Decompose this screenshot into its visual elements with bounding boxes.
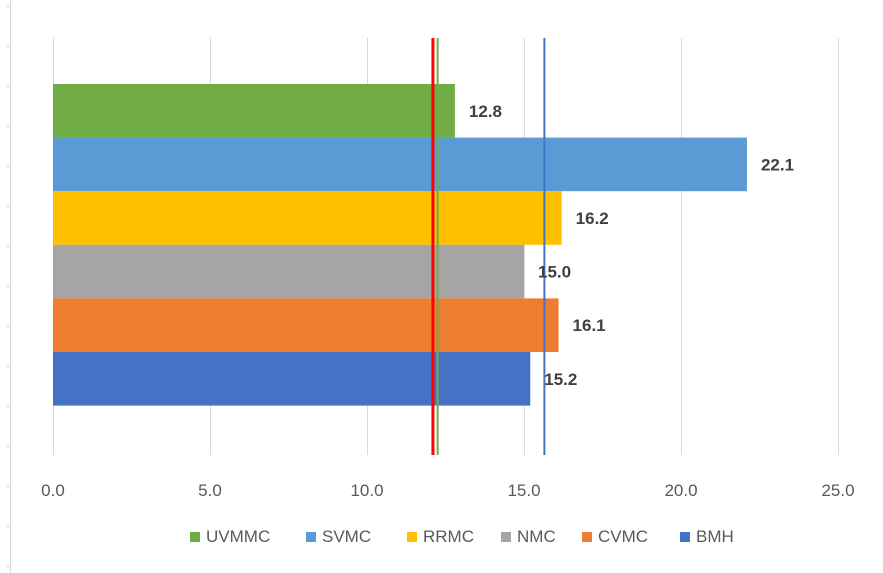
- bar-bmh: [53, 352, 531, 406]
- data-label-svmc: 22.1: [761, 155, 794, 174]
- legend-swatch-rrmc: [407, 532, 417, 542]
- legend-label-bmh: BMH: [696, 527, 734, 546]
- x-tick-label: 10.0: [350, 481, 383, 500]
- data-label-uvmmc: 12.8: [469, 102, 502, 121]
- bars: [53, 84, 747, 406]
- bar-uvmmc: [53, 84, 455, 138]
- reference-lines: [431, 38, 546, 455]
- x-tick-label: 5.0: [198, 481, 222, 500]
- legend-label-rrmc: RRMC: [423, 527, 474, 546]
- bar-rrmc: [53, 191, 562, 245]
- data-label-nmc: 15.0: [538, 263, 571, 282]
- legend-label-uvmmc: UVMMC: [206, 527, 270, 546]
- bar-svmc: [53, 137, 747, 192]
- legend-label-svmc: SVMC: [322, 527, 371, 546]
- data-labels: 12.8 22.1 16.2 15.0 16.1 15.2: [469, 102, 794, 389]
- data-label-bmh: 15.2: [544, 370, 577, 389]
- legend-swatch-uvmmc: [190, 532, 200, 542]
- legend-label-cvmc: CVMC: [598, 527, 648, 546]
- x-tick-label: 0.0: [41, 481, 65, 500]
- legend-swatch-bmh: [680, 532, 690, 542]
- legend-swatch-svmc: [306, 532, 316, 542]
- legend-swatch-nmc: [501, 532, 511, 542]
- data-label-cvmc: 16.1: [573, 316, 606, 335]
- legend-swatch-cvmc: [582, 532, 592, 542]
- x-tick-label: 20.0: [664, 481, 697, 500]
- x-tick-label: 25.0: [821, 481, 854, 500]
- x-axis-ticks: 0.0 5.0 10.0 15.0 20.0 25.0: [41, 481, 854, 500]
- legend-label-nmc: NMC: [517, 527, 556, 546]
- sheet-left-edge: [6, 0, 11, 573]
- x-tick-label: 15.0: [507, 481, 540, 500]
- legend: UVMMC SVMC RRMC NMC CVMC BMH: [190, 527, 734, 546]
- data-label-rrmc: 16.2: [576, 209, 609, 228]
- bar-cvmc: [53, 298, 559, 352]
- bar-nmc: [53, 244, 524, 299]
